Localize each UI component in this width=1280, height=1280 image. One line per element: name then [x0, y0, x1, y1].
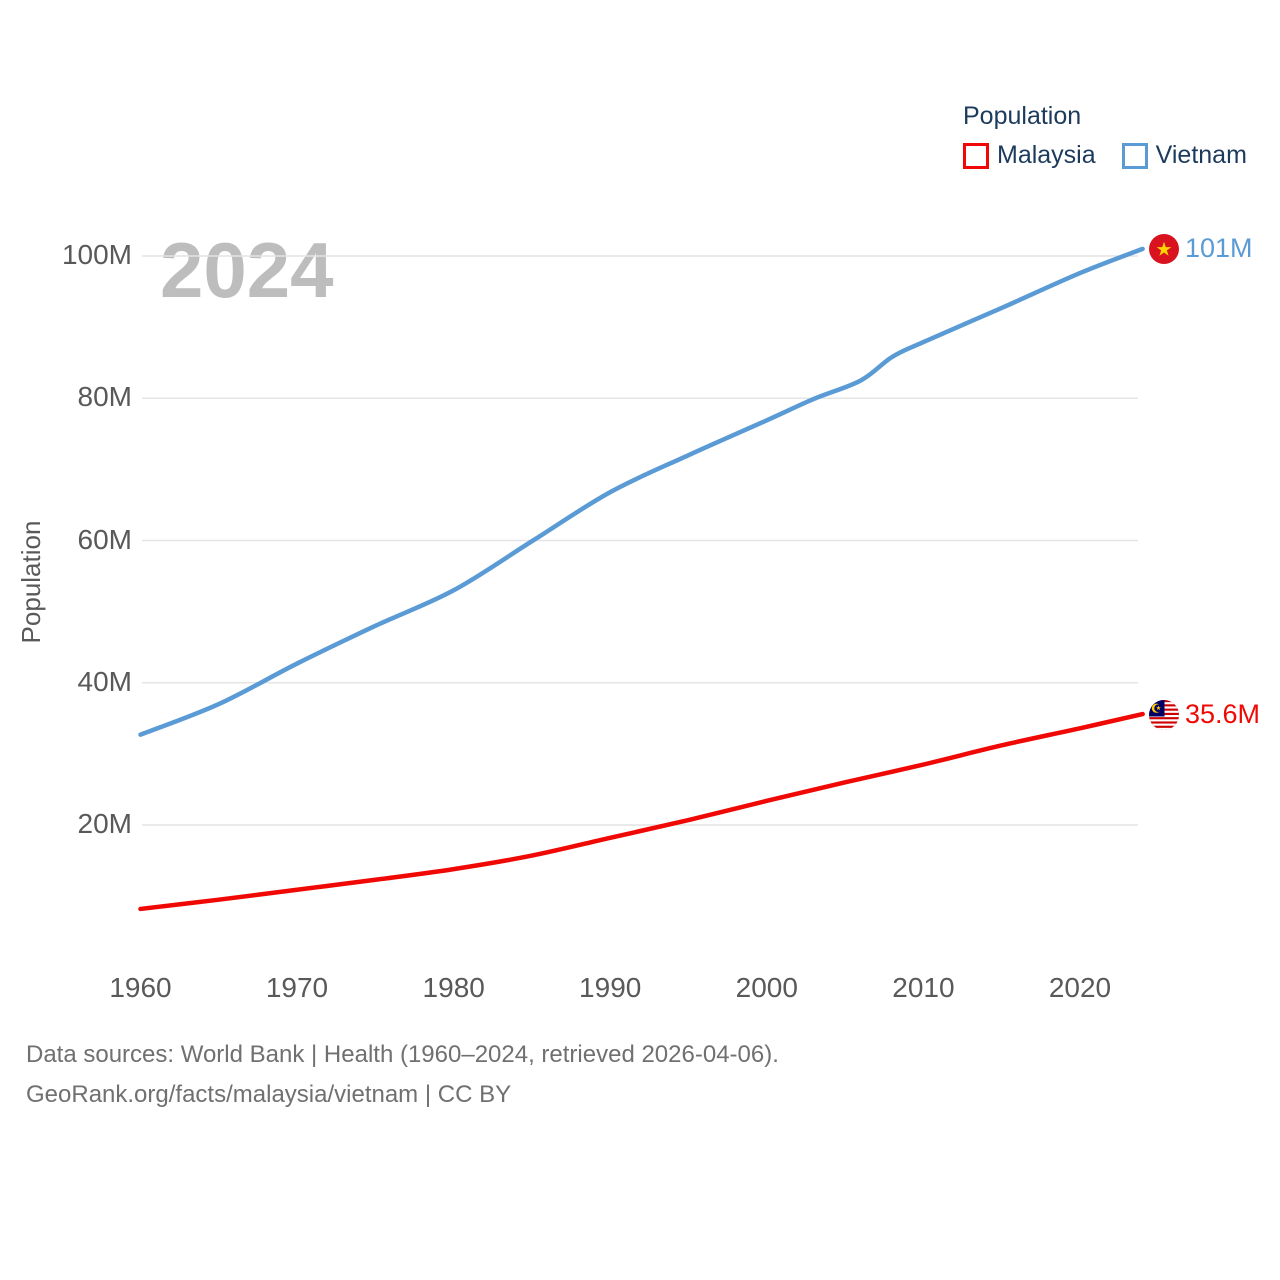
svg-text:2000: 2000 — [736, 972, 798, 1000]
svg-text:80M: 80M — [78, 381, 132, 412]
svg-text:1990: 1990 — [579, 972, 641, 1000]
svg-text:1960: 1960 — [109, 972, 171, 1000]
svg-text:2020: 2020 — [1049, 972, 1111, 1000]
svg-text:1970: 1970 — [266, 972, 328, 1000]
svg-text:60M: 60M — [78, 524, 132, 555]
svg-text:Population: Population — [16, 521, 46, 644]
svg-text:20M: 20M — [78, 808, 132, 839]
svg-text:1980: 1980 — [423, 972, 485, 1000]
svg-text:40M: 40M — [78, 666, 132, 697]
svg-text:100M: 100M — [62, 239, 132, 270]
svg-text:2010: 2010 — [892, 972, 954, 1000]
